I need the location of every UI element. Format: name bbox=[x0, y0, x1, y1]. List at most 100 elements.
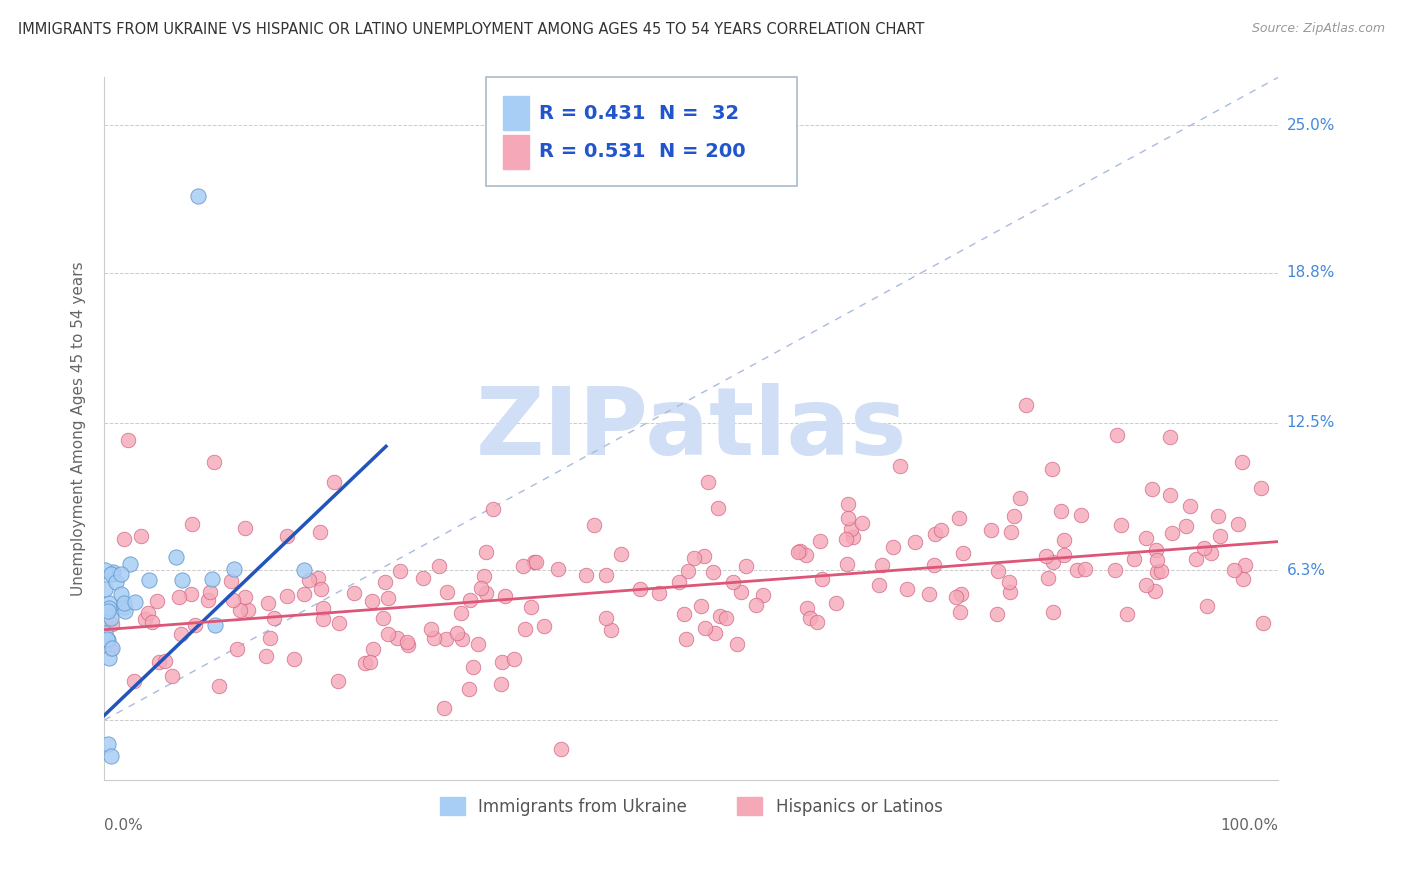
Point bbox=[359, 655, 381, 669]
Point bbox=[1135, 578, 1157, 592]
FancyBboxPatch shape bbox=[485, 78, 797, 186]
Point bbox=[94, 582, 117, 596]
Point bbox=[949, 587, 972, 601]
Point bbox=[1232, 455, 1254, 469]
Point bbox=[837, 497, 859, 511]
Point bbox=[695, 621, 717, 635]
Point bbox=[1002, 509, 1025, 524]
Point bbox=[98, 601, 121, 615]
Point bbox=[97, 737, 120, 751]
Point bbox=[98, 651, 121, 665]
Point bbox=[373, 611, 395, 625]
Point bbox=[786, 545, 808, 559]
Point bbox=[433, 701, 456, 715]
Point bbox=[167, 590, 190, 604]
Point bbox=[945, 590, 967, 604]
Point bbox=[202, 455, 225, 469]
Point bbox=[980, 523, 1002, 537]
Point bbox=[1184, 551, 1206, 566]
Text: 0.0%: 0.0% bbox=[104, 818, 143, 833]
Point bbox=[1250, 481, 1272, 495]
Point bbox=[998, 585, 1021, 599]
Point bbox=[1199, 546, 1222, 560]
Point bbox=[703, 625, 725, 640]
Point bbox=[326, 674, 349, 689]
Point bbox=[312, 612, 335, 626]
Point bbox=[835, 532, 858, 546]
Point bbox=[1036, 571, 1059, 585]
Point bbox=[396, 635, 419, 649]
Text: ZIPatlas: ZIPatlas bbox=[475, 383, 907, 475]
Point bbox=[1209, 529, 1232, 543]
Point bbox=[806, 615, 828, 629]
Point bbox=[1008, 491, 1031, 505]
Point bbox=[494, 590, 516, 604]
Point bbox=[446, 625, 468, 640]
Point bbox=[725, 637, 748, 651]
Point bbox=[276, 529, 298, 543]
Point bbox=[236, 603, 259, 617]
Point bbox=[1104, 563, 1126, 577]
Point bbox=[103, 565, 125, 579]
Point bbox=[101, 640, 124, 655]
Point bbox=[870, 558, 893, 572]
Point bbox=[118, 557, 141, 571]
Point bbox=[1178, 500, 1201, 514]
Point bbox=[101, 617, 124, 632]
Point bbox=[931, 523, 953, 537]
Point bbox=[745, 598, 768, 612]
Point bbox=[693, 549, 716, 564]
Text: Source: ZipAtlas.com: Source: ZipAtlas.com bbox=[1251, 22, 1385, 36]
Point bbox=[94, 626, 117, 640]
Text: R = 0.531  N = 200: R = 0.531 N = 200 bbox=[538, 143, 745, 161]
Point bbox=[263, 611, 285, 625]
Point bbox=[475, 586, 498, 600]
Point bbox=[1223, 563, 1246, 577]
Point bbox=[153, 654, 176, 668]
Point bbox=[97, 633, 120, 648]
Point bbox=[377, 626, 399, 640]
Point bbox=[1192, 541, 1215, 555]
Point bbox=[707, 500, 730, 515]
Point bbox=[1140, 483, 1163, 497]
Point bbox=[868, 578, 890, 592]
Point bbox=[226, 641, 249, 656]
Point bbox=[294, 587, 316, 601]
Point bbox=[342, 586, 364, 600]
Point bbox=[96, 632, 118, 646]
Point bbox=[1159, 488, 1181, 502]
Point bbox=[136, 607, 159, 621]
Point bbox=[851, 516, 873, 531]
Point bbox=[949, 605, 972, 619]
Point bbox=[610, 547, 633, 561]
Point bbox=[472, 569, 495, 583]
Point bbox=[170, 573, 193, 587]
Point bbox=[219, 574, 242, 588]
Point bbox=[233, 591, 256, 605]
Point bbox=[298, 574, 321, 588]
Text: 12.5%: 12.5% bbox=[1286, 415, 1334, 430]
Point bbox=[889, 459, 911, 474]
Point bbox=[183, 618, 205, 632]
Point bbox=[204, 617, 226, 632]
Point bbox=[110, 587, 132, 601]
Point bbox=[1116, 607, 1139, 622]
Point bbox=[463, 660, 485, 674]
Point bbox=[952, 546, 974, 560]
Point bbox=[169, 626, 191, 640]
Point bbox=[1143, 584, 1166, 599]
Point bbox=[146, 594, 169, 608]
Point bbox=[309, 582, 332, 597]
Point bbox=[458, 681, 481, 696]
Point bbox=[1107, 428, 1129, 442]
Point bbox=[141, 615, 163, 629]
Point bbox=[122, 674, 145, 689]
Point bbox=[197, 592, 219, 607]
Text: R = 0.431  N =  32: R = 0.431 N = 32 bbox=[538, 103, 738, 123]
Point bbox=[647, 586, 669, 600]
Point bbox=[825, 596, 848, 610]
Point bbox=[361, 642, 384, 657]
Point bbox=[187, 189, 209, 203]
Point bbox=[312, 600, 335, 615]
Point bbox=[323, 475, 346, 489]
